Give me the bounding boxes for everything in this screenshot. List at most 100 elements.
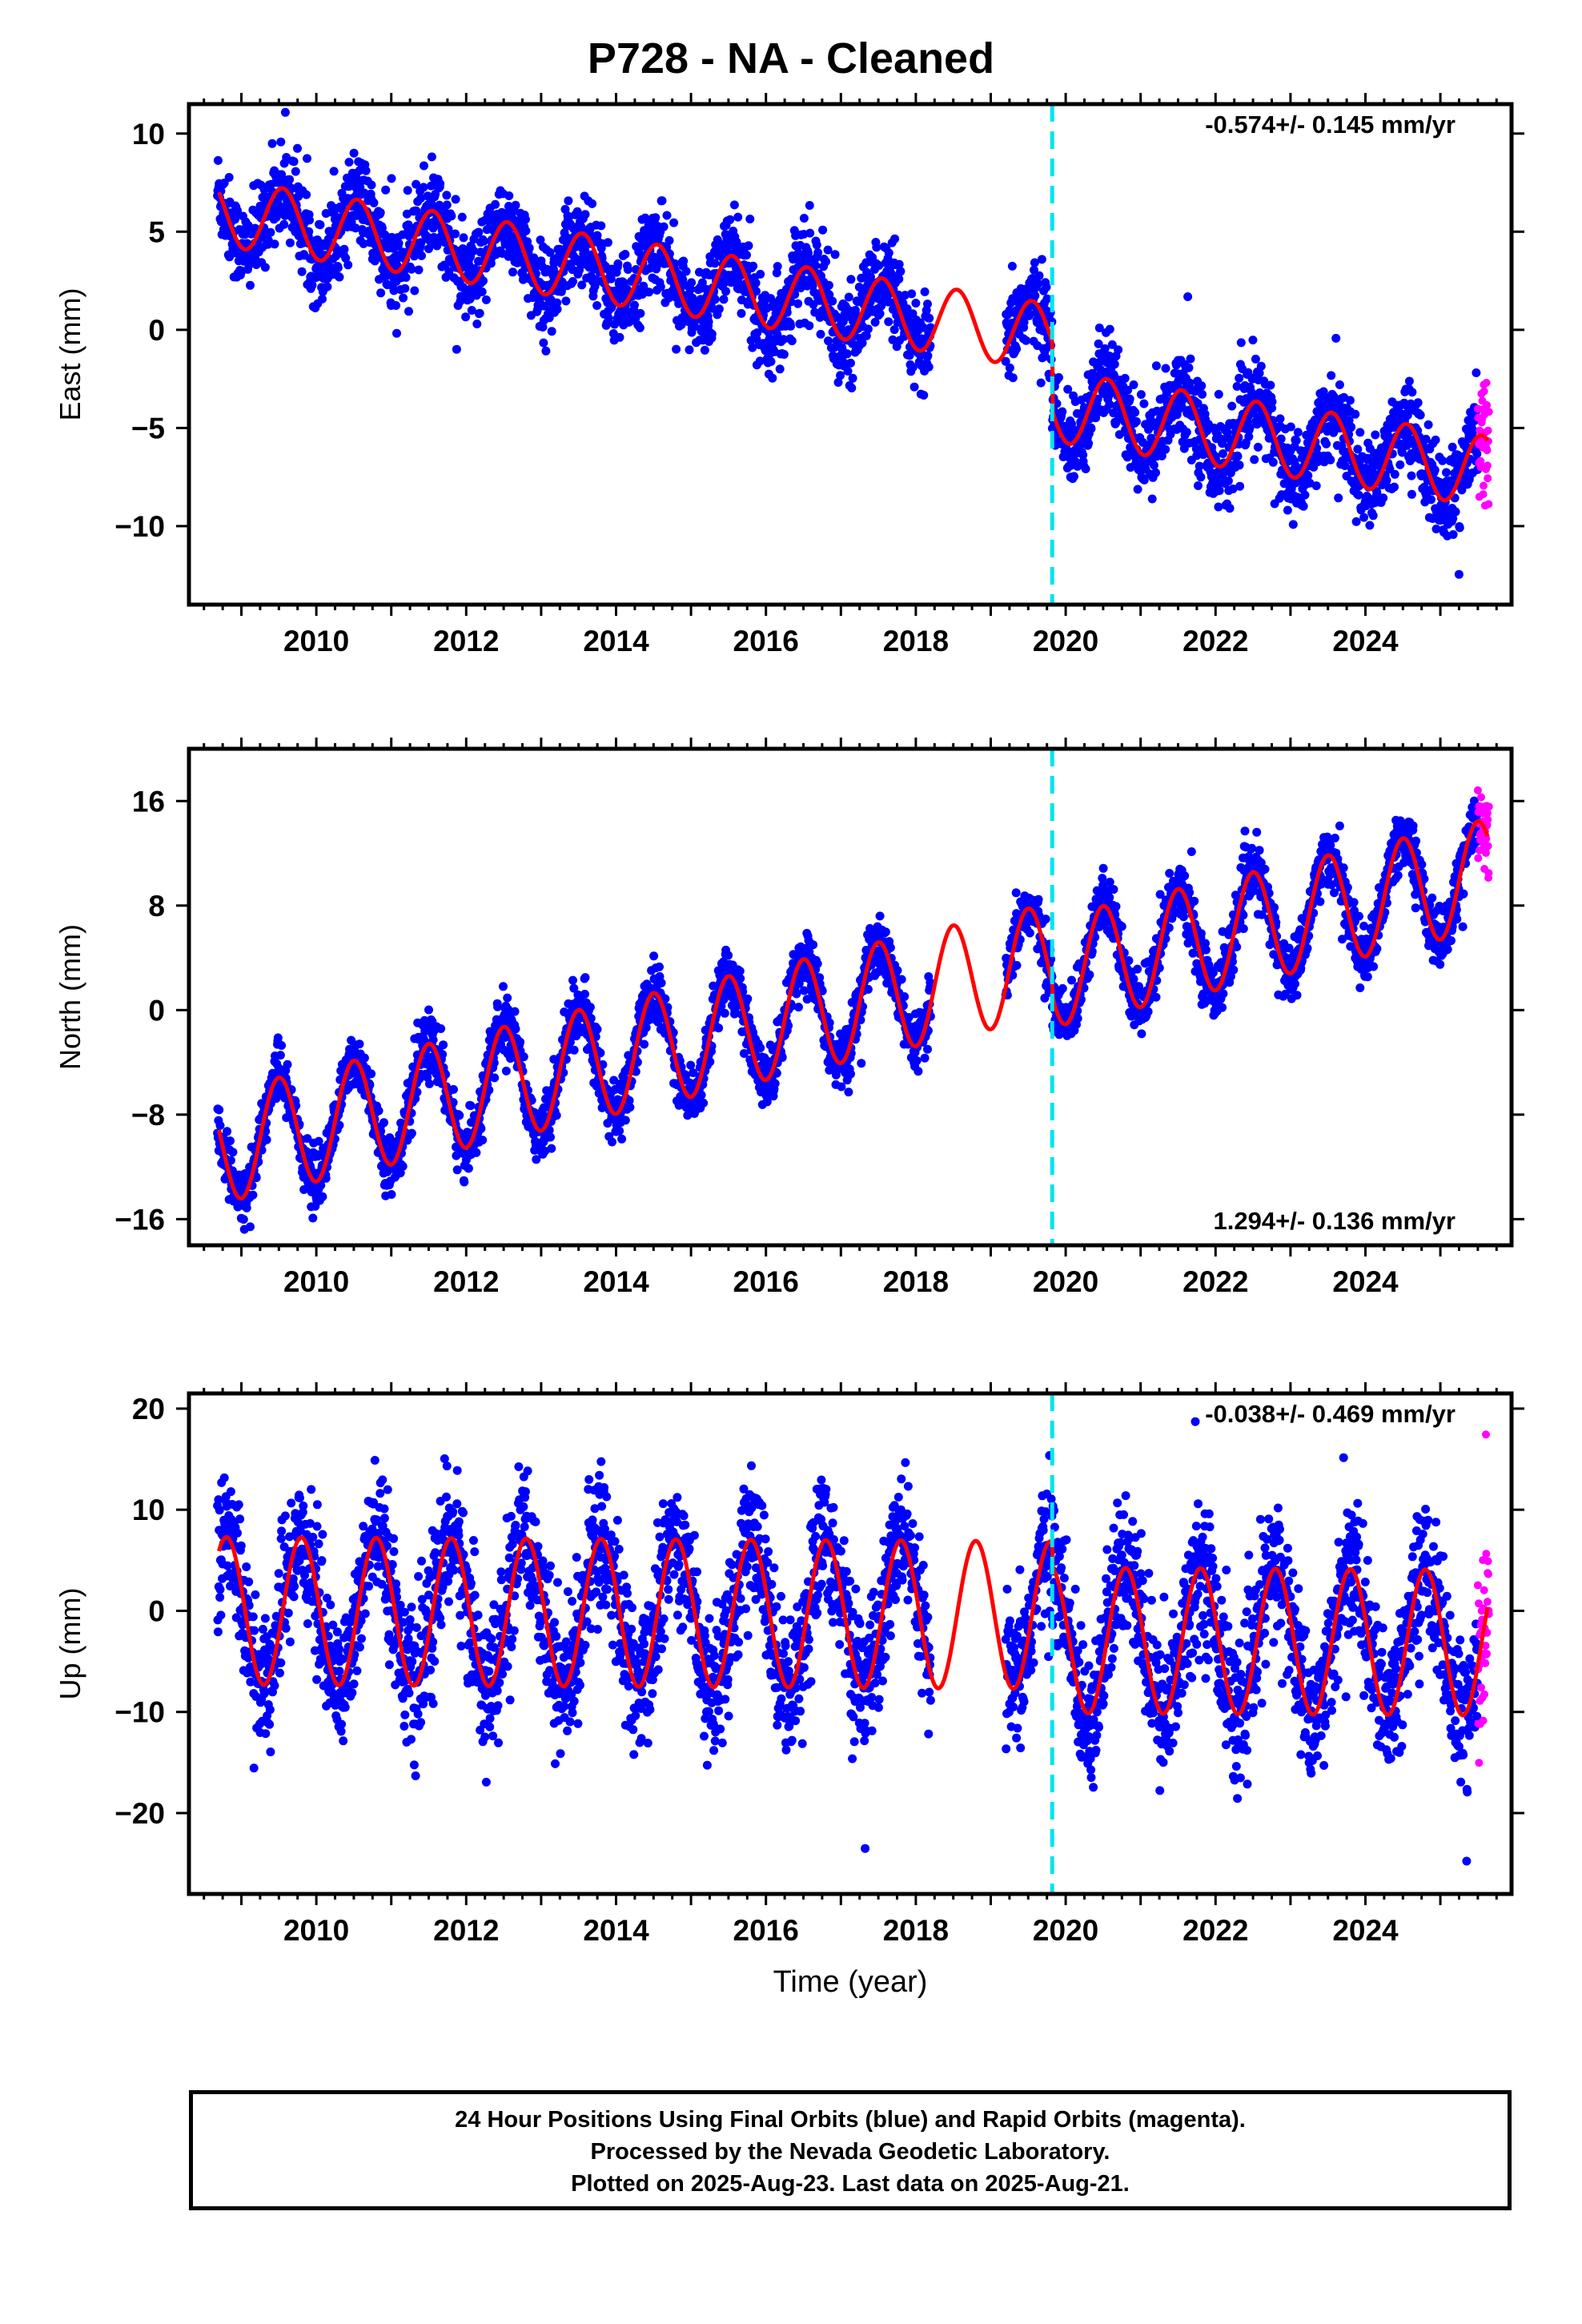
final-orbit-point [1368,511,1378,521]
final-orbit-point [1379,493,1388,503]
final-orbit-point [1151,361,1161,371]
final-orbit-point [459,233,468,243]
final-orbit-point [316,1180,326,1190]
final-orbit-point [861,331,871,340]
final-orbit-point [1244,432,1254,441]
final-orbit-point [490,1073,500,1083]
final-orbit-point [1125,394,1134,404]
final-orbit-point [890,234,900,243]
final-orbit-point [273,1033,283,1043]
final-orbit-point [379,1118,388,1128]
final-orbit-point [1151,468,1160,477]
final-orbit-point [546,1132,555,1142]
final-orbit-point [1182,428,1191,437]
final-orbit-point [477,287,487,296]
final-orbit-point [896,267,905,276]
final-orbit-point [623,265,632,274]
plot-frame [187,102,1514,607]
final-orbit-point [870,317,880,327]
final-orbit-point [824,336,833,346]
final-orbit-point [457,212,467,222]
final-orbit-point [1395,460,1405,469]
final-orbit-point [538,323,548,332]
final-orbit-point [1353,444,1363,454]
final-orbit-point [625,1103,635,1112]
final-orbit-point [1036,378,1046,388]
rate-annotation: -0.574+/- 0.145 mm/yr [1205,111,1456,139]
final-orbit-point [514,251,524,259]
final-orbit-point [1139,399,1149,408]
final-orbit-point [846,275,856,284]
final-orbit-point [391,301,401,310]
final-orbit-point [1253,442,1263,452]
final-orbit-point [1472,368,1481,377]
final-orbit-point [679,256,689,266]
final-orbit-point [872,243,881,252]
final-orbit-point [248,1190,258,1200]
final-orbit-point [766,357,776,366]
final-orbit-point [1195,461,1204,471]
final-orbit-point [1007,261,1017,271]
final-orbit-point [452,344,461,354]
final-orbit-point [1005,363,1014,372]
final-orbit-point [1100,344,1110,353]
final-orbit-point [1250,455,1259,464]
final-orbit-point [603,238,612,247]
final-orbit-point [439,1040,448,1050]
final-orbit-point [1114,345,1123,355]
final-orbit-point [318,294,327,304]
final-orbit-point [811,261,821,270]
final-orbit-point [424,1005,433,1015]
final-orbit-point [1147,494,1157,504]
final-orbit-point [376,288,386,298]
final-orbit-point [700,345,709,355]
final-orbit-point [1311,481,1321,491]
final-orbit-point [552,298,562,308]
final-orbit-point [678,275,688,284]
final-orbit-point [1382,476,1391,485]
final-orbit-point [793,299,803,308]
final-orbit-point [432,241,442,251]
final-orbit-point [394,239,404,248]
final-orbit-point [635,323,644,332]
final-orbit-point [307,280,317,290]
final-orbit-point [564,196,573,206]
final-orbit-point [407,1128,416,1138]
final-orbit-point [233,206,242,215]
final-orbit-point [436,179,445,188]
final-orbit-point [851,306,860,315]
final-orbit-point [504,191,514,200]
final-orbit-point [503,993,512,1003]
final-orbit-point [1236,338,1246,348]
final-orbit-point [744,241,753,251]
final-orbit-point [499,982,508,991]
final-orbit-point [349,148,359,158]
final-orbit-point [733,212,743,222]
final-orbit-point [224,173,234,182]
final-orbit-point [478,1136,488,1145]
final-orbit-point [399,293,408,303]
final-orbit-point [923,351,933,360]
final-orbit-point [662,211,672,220]
final-orbit-point [1130,408,1140,417]
final-orbit-point [1447,442,1457,452]
final-orbit-point [655,962,664,971]
final-orbit-point [447,211,456,221]
final-orbit-point [329,167,339,176]
final-orbit-point [398,1161,408,1171]
final-orbit-point [732,237,741,247]
final-orbit-point [687,278,697,287]
final-orbit-point [359,239,368,248]
final-orbit-point [569,1045,579,1055]
final-orbit-point [501,1066,511,1076]
final-orbit-point [392,328,401,338]
final-orbit-point [755,356,765,366]
final-orbit-point [1397,448,1407,457]
final-orbit-point [615,1126,624,1136]
final-orbit-point [228,1148,238,1157]
north-data-layer [213,749,1493,1234]
final-orbit-point [1454,569,1464,579]
final-orbit-point [303,1134,312,1144]
x-tick-label: 2022 [1182,625,1248,657]
final-orbit-point [1423,420,1433,429]
